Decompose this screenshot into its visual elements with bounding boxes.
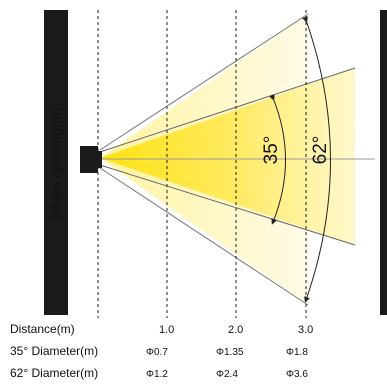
diameter35-row-label: 35° Diameter(m) xyxy=(10,344,98,358)
inner-beam-lower-edge xyxy=(99,164,356,246)
outer-angle-arc xyxy=(302,16,331,303)
distance-value-2: 2.0 xyxy=(228,324,243,336)
outer-angle-label: 62° xyxy=(310,136,331,165)
inner-angle-arc xyxy=(269,94,286,225)
side-label-bar xyxy=(44,10,68,315)
inner-angle-label: 35° xyxy=(261,136,282,165)
diameter62-value-1: Φ1.2 xyxy=(146,369,168,380)
diameter62-value-2: Φ2.4 xyxy=(216,369,238,380)
diameter62-row-label: 62° Diameter(m) xyxy=(10,366,98,380)
diameter62-value-3: Φ3.6 xyxy=(286,369,308,380)
side-label: Beam opening(m) xyxy=(48,107,64,218)
light-fixture-icon xyxy=(80,146,102,173)
right-frame-bar xyxy=(380,10,387,315)
distance-row-label: Distance(m) xyxy=(10,322,75,336)
distance-value-1: 1.0 xyxy=(159,324,174,336)
distance-value-3: 3.0 xyxy=(298,324,313,336)
inner-beam-upper-edge xyxy=(99,67,356,153)
diameter35-value-1: Φ0.7 xyxy=(146,347,168,358)
diameter35-value-2: Φ1.35 xyxy=(216,347,244,358)
outer-beam-upper-edge xyxy=(99,13,309,151)
inner-beam xyxy=(100,68,355,245)
outer-beam-lower-edge xyxy=(99,167,309,306)
diameter35-value-3: Φ1.8 xyxy=(286,347,308,358)
